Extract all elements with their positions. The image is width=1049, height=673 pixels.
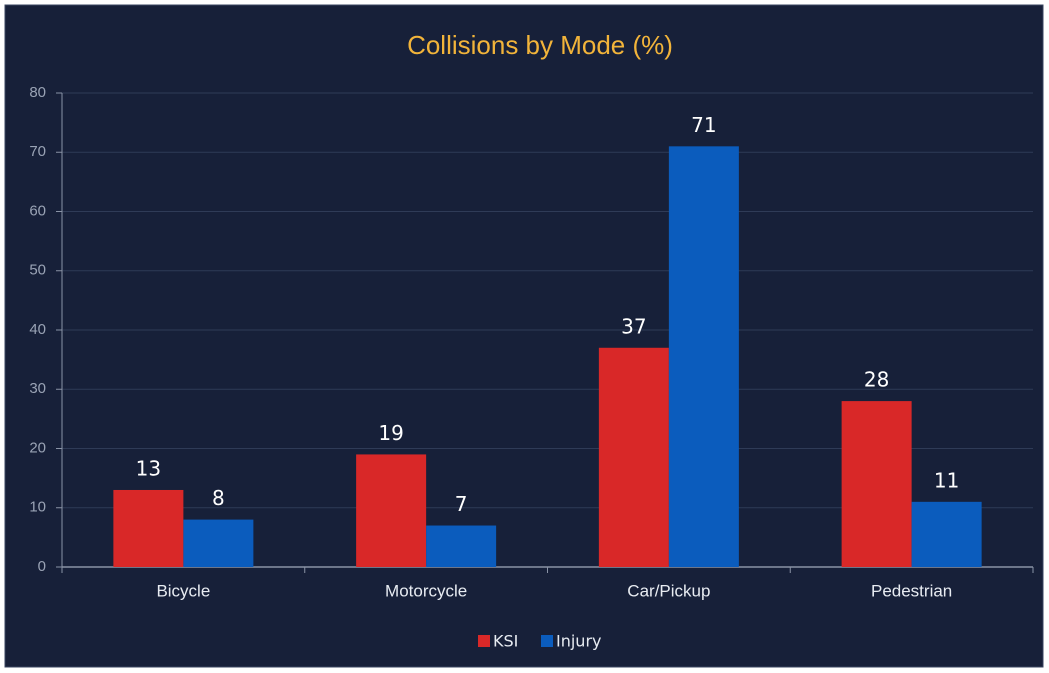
bar [668, 146, 739, 567]
value-label: 28 [864, 368, 889, 392]
y-tick-label: 10 [29, 499, 46, 516]
y-tick-label: 30 [29, 380, 46, 397]
x-tick-label: Car/Pickup [627, 581, 710, 600]
y-tick-label: 80 [29, 84, 46, 101]
value-label: 7 [455, 492, 468, 516]
bar [911, 501, 982, 567]
bar [426, 525, 497, 567]
legend-swatch [541, 635, 553, 647]
bar [841, 401, 912, 567]
value-label: 19 [378, 421, 403, 445]
value-label: 71 [691, 113, 716, 137]
legend-label: KSI [493, 632, 518, 651]
y-tick-label: 70 [29, 143, 46, 160]
value-label: 37 [621, 314, 646, 338]
value-label: 8 [212, 486, 225, 510]
value-label: 13 [136, 456, 161, 480]
chart-title: Collisions by Mode (%) [407, 30, 673, 60]
bar [598, 347, 669, 567]
bar [356, 454, 427, 567]
legend-swatch [478, 635, 490, 647]
value-label: 11 [934, 468, 959, 492]
y-tick-label: 50 [29, 262, 46, 279]
x-tick-label: Bicycle [156, 581, 210, 600]
legend-label: Injury [556, 632, 602, 651]
x-tick-label: Motorcycle [385, 581, 467, 600]
x-tick-label: Pedestrian [871, 581, 952, 600]
bar [113, 489, 184, 567]
y-tick-label: 60 [29, 202, 46, 219]
y-tick-label: 20 [29, 439, 46, 456]
y-tick-label: 0 [38, 558, 46, 575]
y-tick-label: 40 [29, 321, 46, 338]
bar [183, 519, 254, 567]
